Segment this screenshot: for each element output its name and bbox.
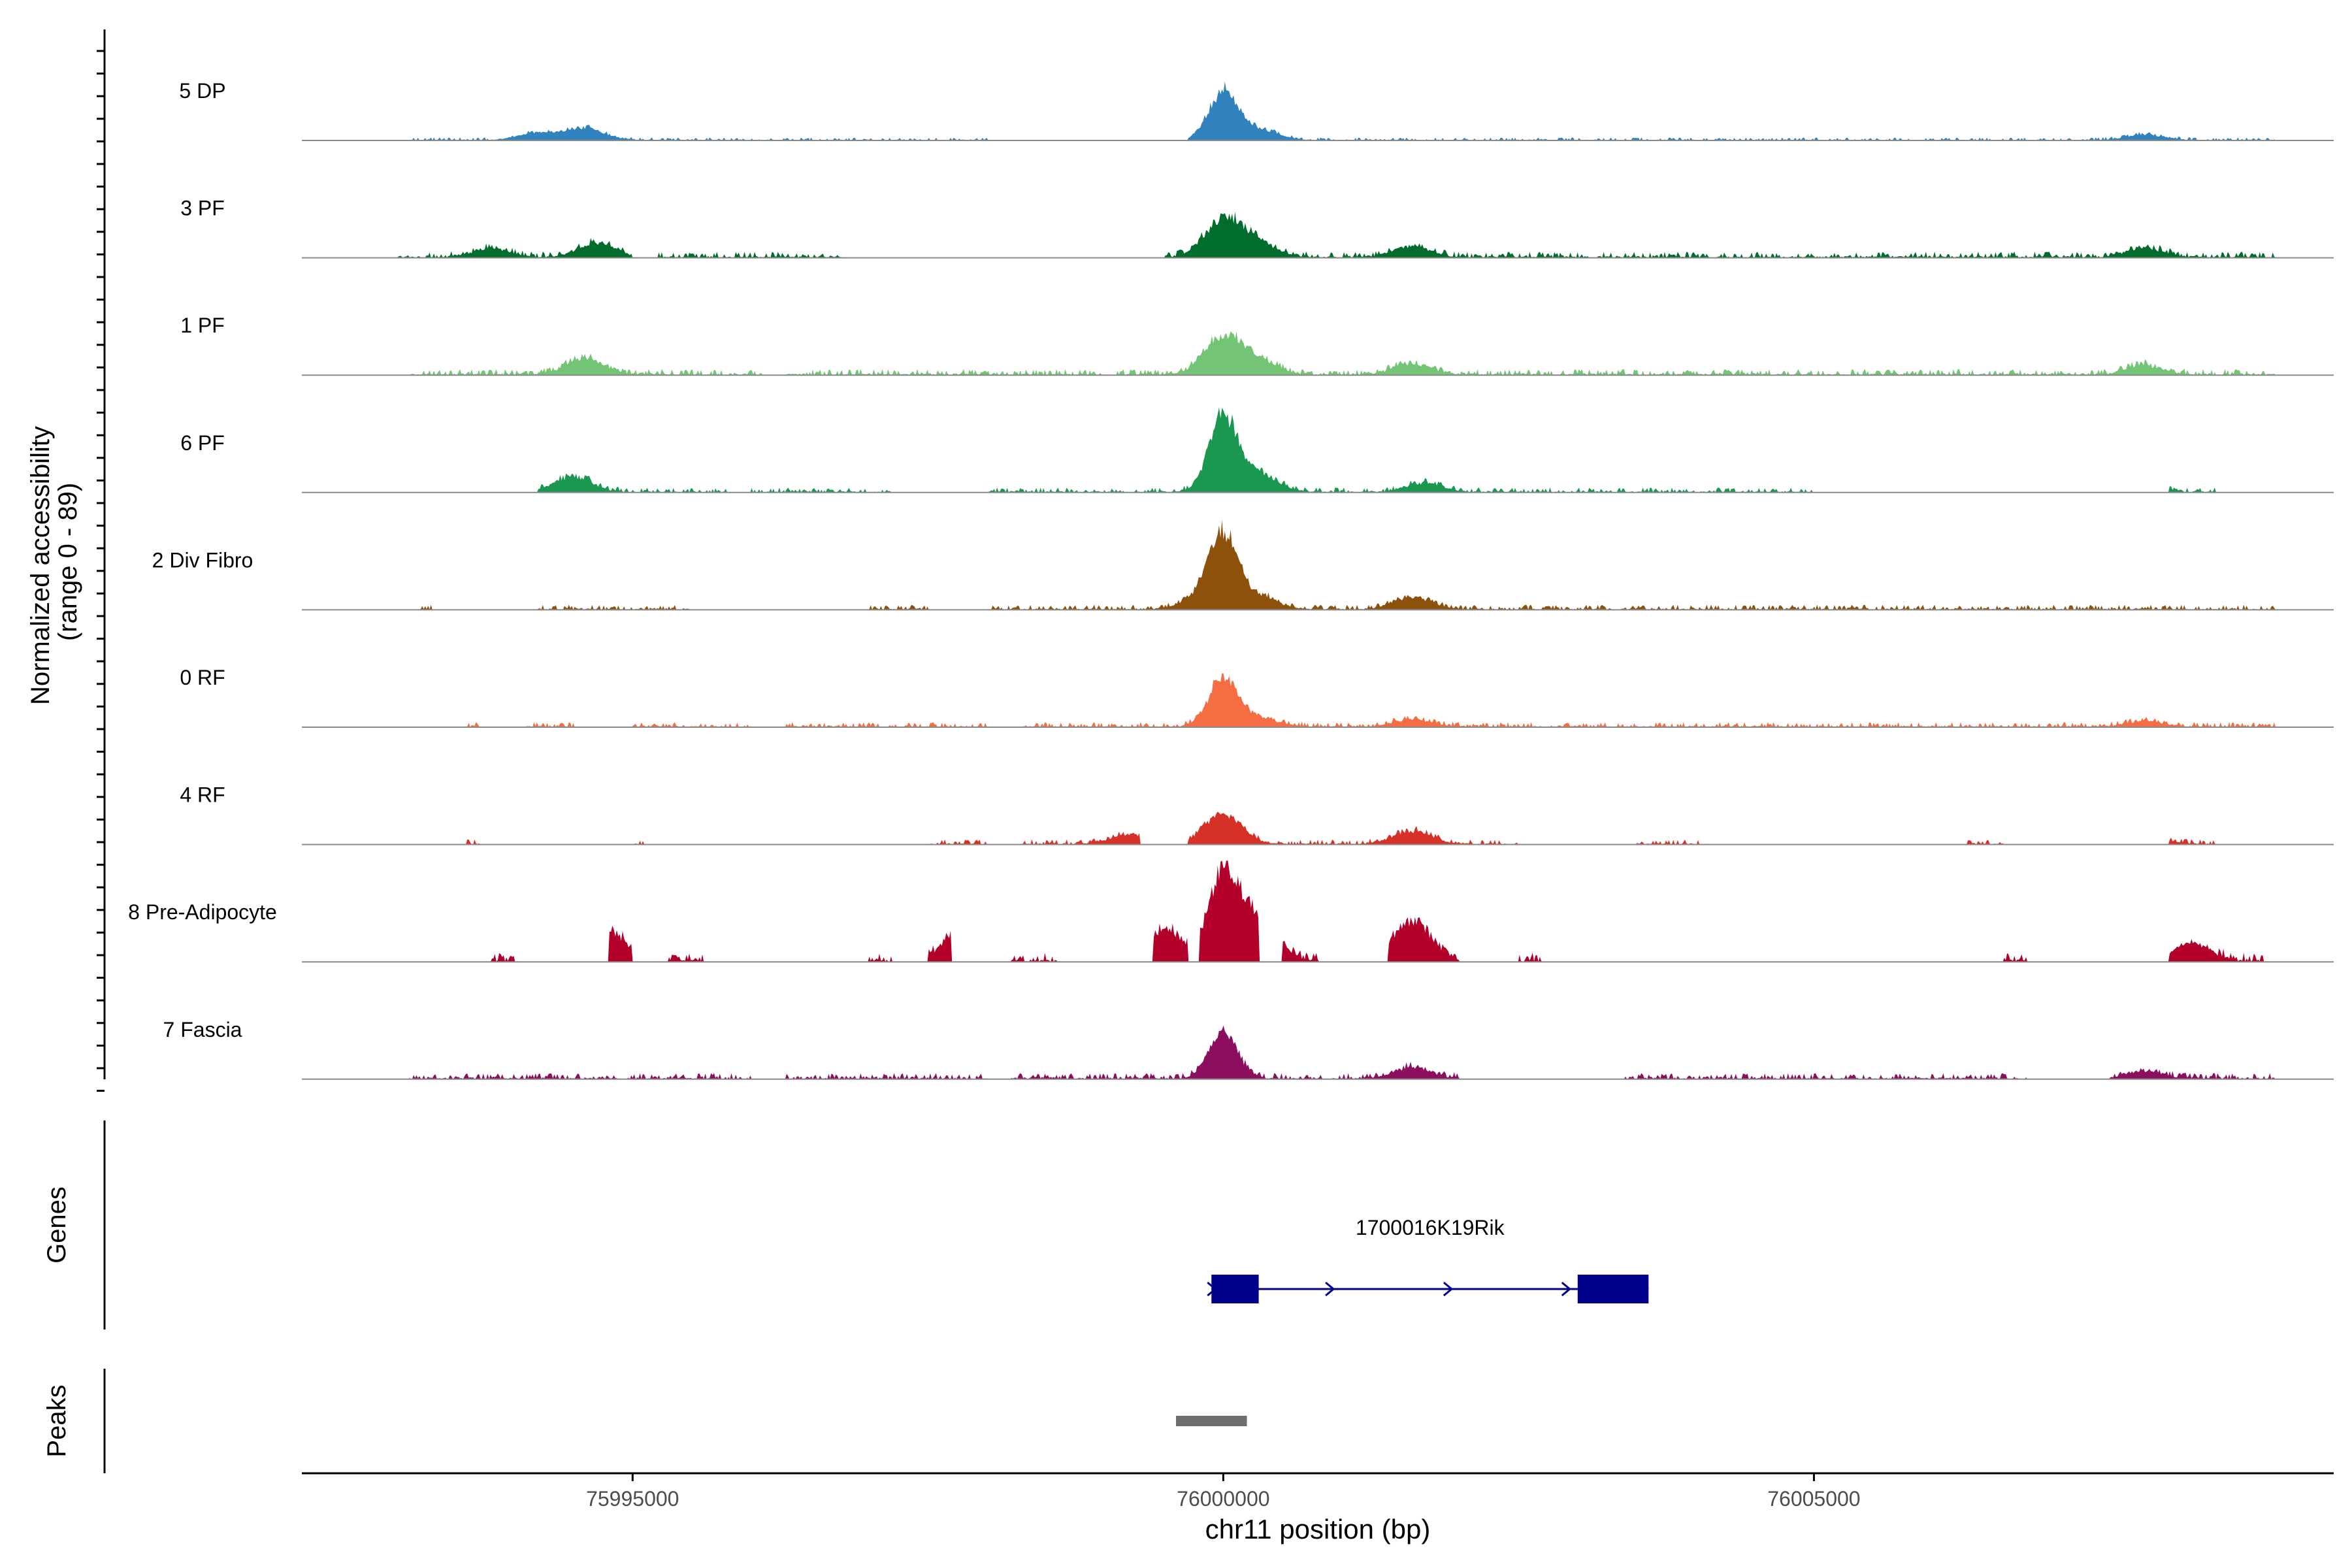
track-label: 0 RF xyxy=(180,666,225,689)
track-label: 6 PF xyxy=(180,431,225,455)
track-label: 4 RF xyxy=(180,783,225,807)
track-label: 8 Pre-Adipocyte xyxy=(128,900,277,924)
x-tick-label: 75995000 xyxy=(586,1487,679,1511)
peaks-y-label: Peaks xyxy=(42,1384,71,1457)
genes-y-label: Genes xyxy=(42,1186,71,1264)
track-label: 2 Div Fibro xyxy=(152,548,253,572)
x-axis-ticks: 75995000 76000000 76005000 xyxy=(586,1473,1861,1511)
coverage-area-8 xyxy=(302,860,2334,962)
track-label: 1 PF xyxy=(180,314,225,337)
gene-exon xyxy=(1211,1275,1259,1303)
track-label: 7 Fascia xyxy=(163,1018,242,1041)
gene-exon xyxy=(1577,1275,1649,1303)
peak-region xyxy=(1176,1416,1247,1426)
strand-arrow xyxy=(1561,1281,1572,1297)
strand-arrow xyxy=(1443,1281,1454,1297)
coverage-area-1 xyxy=(302,81,2334,140)
x-tick-label: 76005000 xyxy=(1767,1487,1860,1511)
coverage-area-5 xyxy=(302,519,2334,610)
gene-name-label: 1700016K19Rik xyxy=(1356,1216,1505,1239)
coverage-area-2 xyxy=(302,212,2334,258)
peaks-track xyxy=(1176,1416,1247,1426)
x-tick-label: 76000000 xyxy=(1177,1487,1269,1511)
coverage-area-9 xyxy=(302,1025,2334,1079)
coverage-area-3 xyxy=(302,331,2334,376)
x-axis-label: chr11 position (bp) xyxy=(1205,1514,1431,1544)
coverage-y-label-line1: Normalized accessibility xyxy=(26,426,55,705)
coverage-y-label: Normalized accessibility (range 0 - 89) xyxy=(26,419,82,705)
track-label: 5 DP xyxy=(179,79,225,103)
coverage-y-label-line2: (range 0 - 89) xyxy=(54,483,82,641)
coverage-tracks: 5 DP 3 PF 1 PF 6 PF 2 Div Fibro 0 RF 4 RF 8 Pre… xyxy=(128,79,2334,1080)
track-label: 3 PF xyxy=(180,197,225,220)
coverage-area-4 xyxy=(302,407,2334,493)
coverage-area-7 xyxy=(302,811,2334,845)
coverage-y-ticks xyxy=(97,50,105,1092)
coverage-area-6 xyxy=(302,673,2334,727)
strand-arrow xyxy=(1325,1281,1335,1297)
gene-track: 1700016K19Rik xyxy=(1207,1216,1649,1303)
